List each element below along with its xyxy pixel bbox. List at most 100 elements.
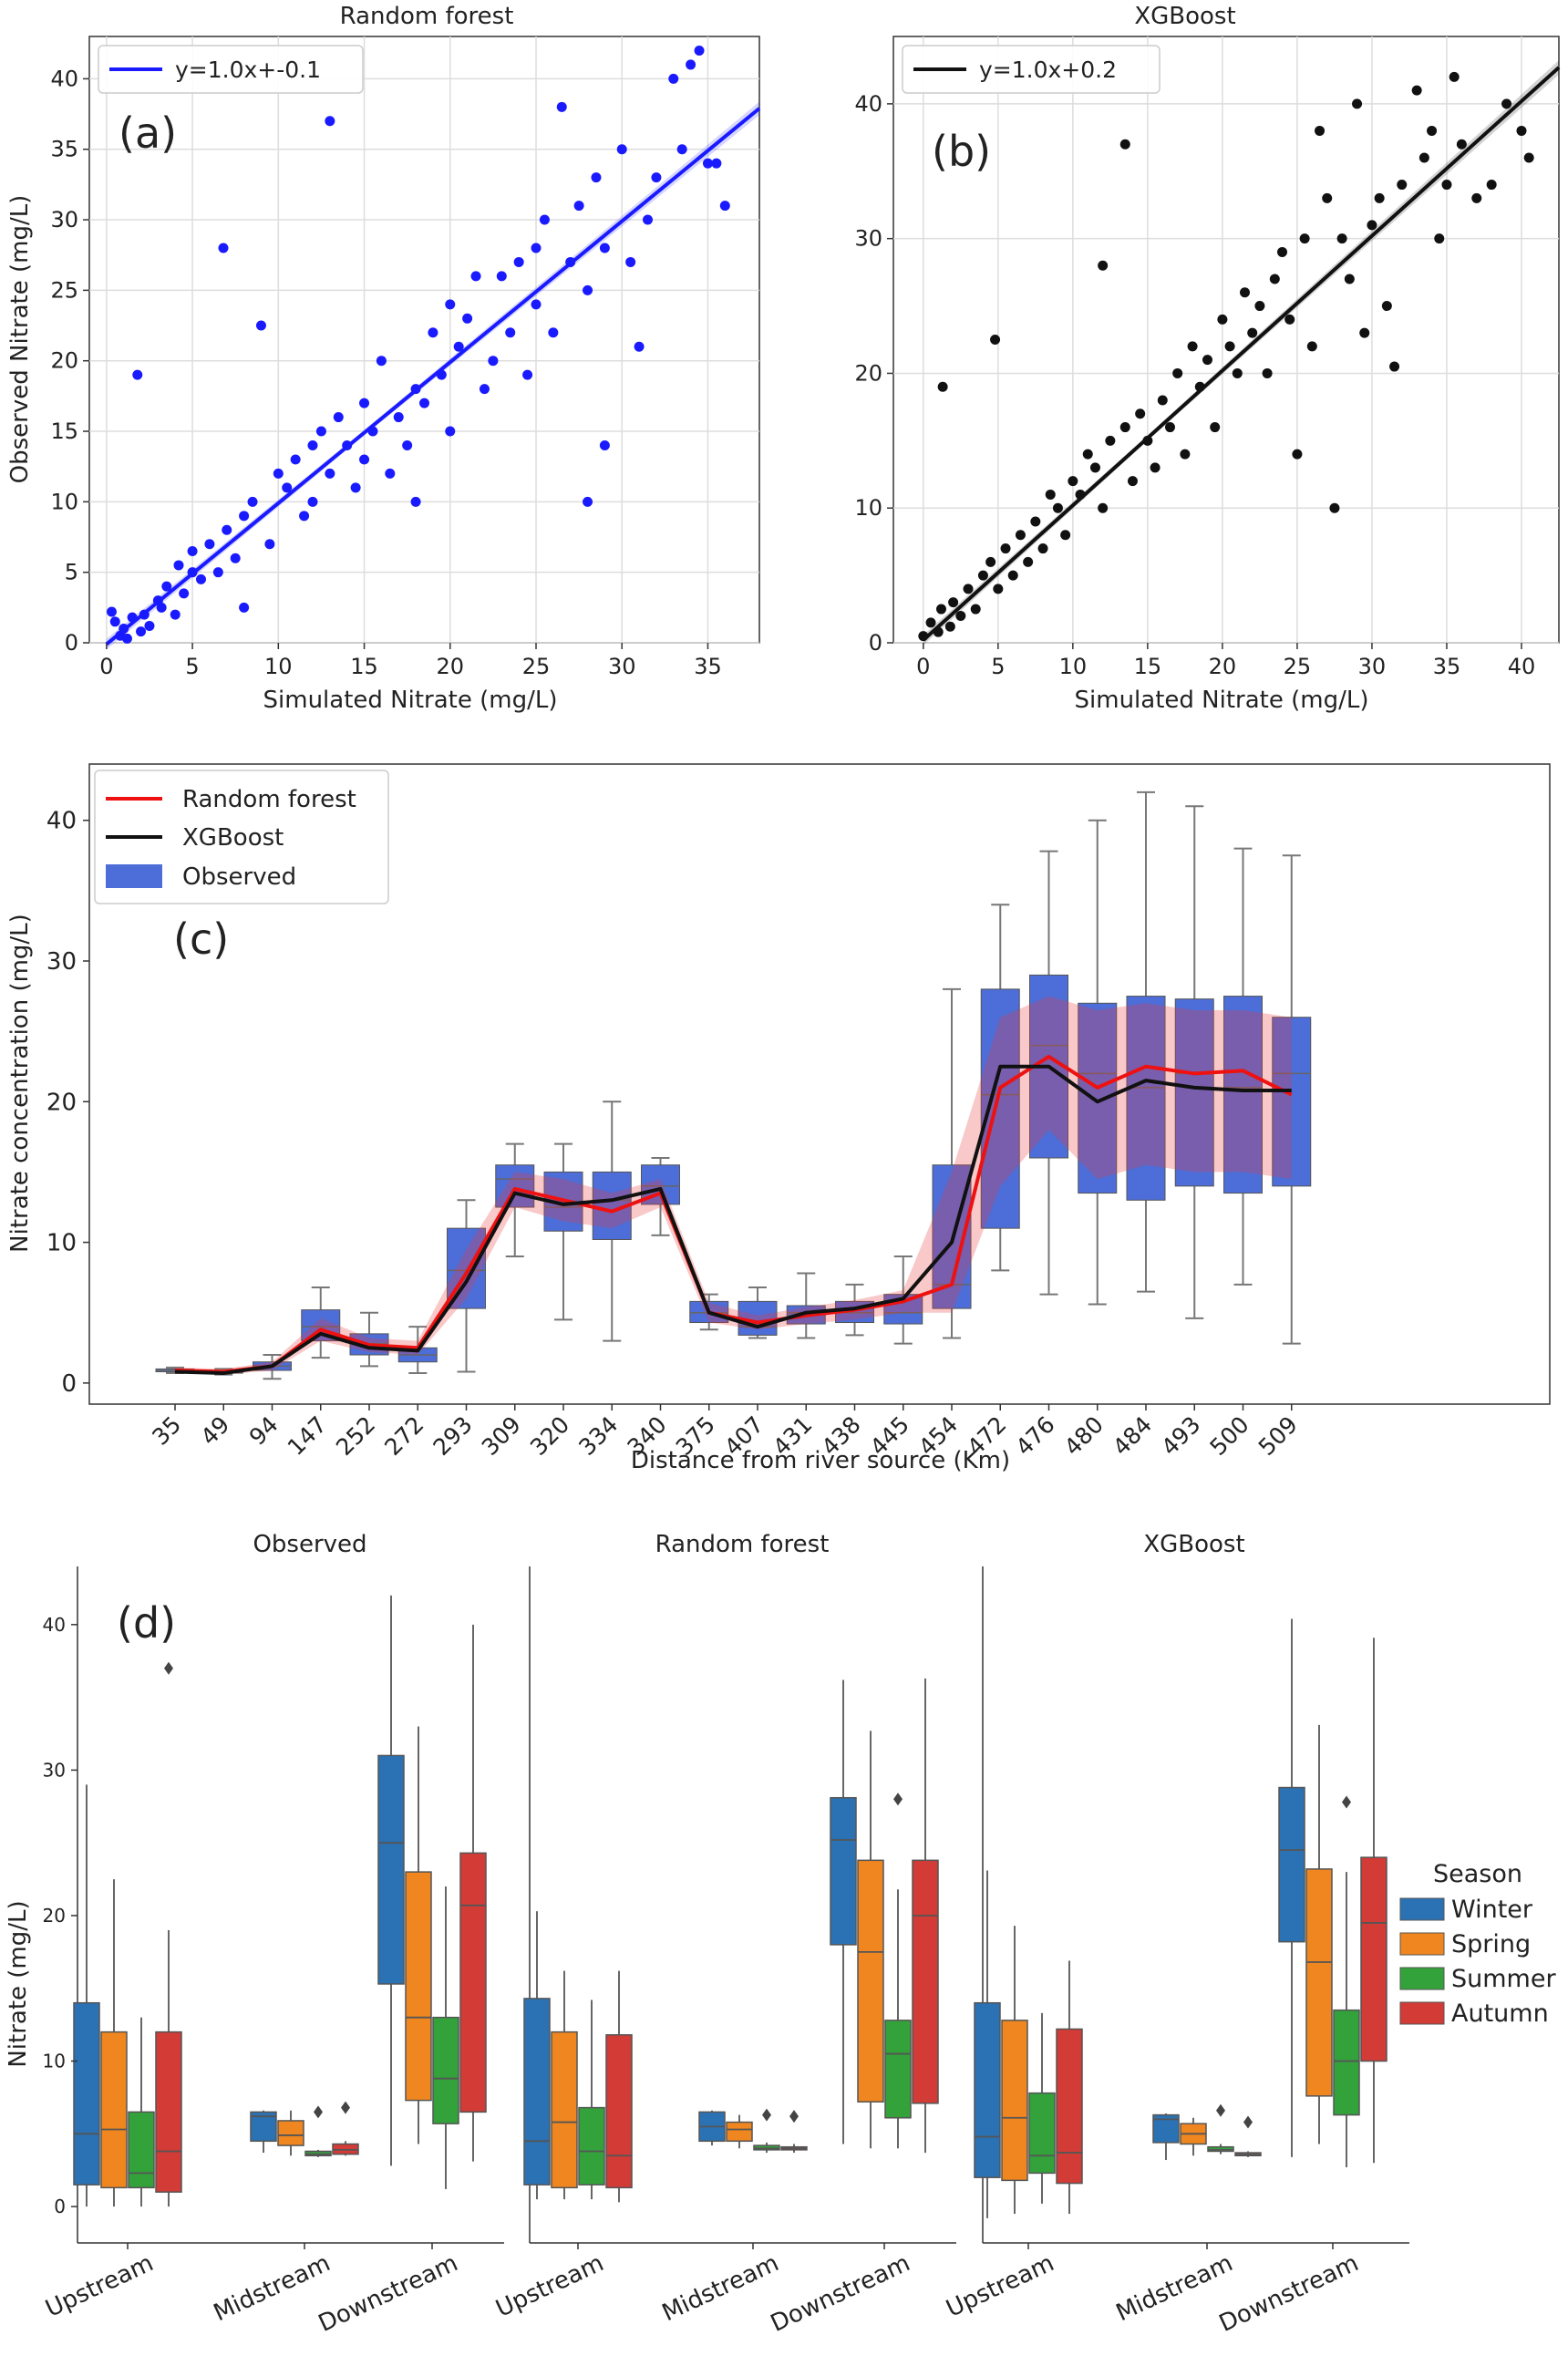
panel-b-legend-entry: y=1.0x+0.2 — [979, 57, 1117, 83]
panel-d-box-spring — [100, 1879, 128, 2207]
panel-d-box-autumn — [1360, 1638, 1387, 2164]
panel-d-box-winter — [523, 1911, 551, 2200]
a-data-point — [583, 284, 593, 295]
a-x-tick-label: 5 — [185, 654, 199, 679]
a-data-point — [410, 496, 421, 507]
panel-d-box-summer — [128, 2017, 155, 2207]
b-data-point — [1411, 85, 1422, 96]
panel-d-legend-entry-autumn: Autumn — [1451, 2000, 1549, 2028]
panel-c-frame — [88, 763, 1551, 1405]
b-data-point — [977, 570, 988, 581]
b-x-tick-label: 10 — [1059, 654, 1088, 679]
a-data-point — [212, 567, 223, 578]
panel-c-label: (c) — [173, 914, 229, 964]
panel-a-y-label: Observed Nitrate (mg/L) — [6, 195, 34, 484]
a-data-point — [616, 144, 627, 155]
panel-c-x-tick-label: 35 — [147, 1411, 186, 1451]
b-data-point — [1269, 274, 1280, 284]
panel-d-x-tick-label: Midstream — [658, 2249, 783, 2327]
a-data-point — [462, 313, 473, 324]
panel-b-points — [918, 71, 1534, 642]
panel-a-x-label: Simulated Nitrate (mg/L) — [263, 687, 558, 714]
a-data-point — [239, 511, 250, 522]
b-data-point — [1374, 192, 1385, 203]
a-data-point — [156, 602, 167, 613]
b-data-point — [1292, 449, 1303, 460]
b-data-point — [1359, 327, 1370, 338]
panel-d-box-summer — [1207, 2103, 1234, 2154]
a-data-point — [470, 271, 481, 282]
panel-c-x-tick-label: 49 — [195, 1411, 234, 1451]
panel-b-scatter-xgboost: XGBoost 0 5 10 15 20 25 30 35 40 0 10 20 30 40 Simul… — [854, 3, 1561, 714]
a-x-tick-label: 0 — [99, 654, 113, 679]
panel-d-outlier — [314, 2105, 323, 2119]
b-data-point — [1127, 476, 1138, 487]
b-data-point — [1180, 449, 1191, 460]
a-data-point — [719, 201, 730, 212]
panel-c-box-509 — [1272, 854, 1312, 1345]
b-data-point — [1000, 543, 1011, 554]
panel-d-outlier — [1216, 2103, 1225, 2117]
panel-d-legend-swatch-autumn — [1399, 2001, 1445, 2025]
panel-c-box-body — [495, 1164, 535, 1208]
b-data-point — [1150, 462, 1161, 473]
b-y-tick-label: 40 — [854, 91, 882, 117]
panel-c-x-tick-label: 500 — [1204, 1411, 1253, 1461]
b-data-point — [1052, 502, 1063, 513]
b-regression-line — [922, 66, 1561, 642]
panel-d-box-body — [100, 2030, 128, 2189]
b-x-tick-label: 25 — [1284, 654, 1312, 679]
b-data-point — [1187, 341, 1198, 352]
panel-d-box-spring — [405, 1726, 432, 2144]
panel-d-box-autumn — [1234, 2115, 1262, 2157]
panel-a-x-ticks: 0 5 10 15 20 25 30 35 — [99, 643, 722, 679]
b-data-point — [1516, 125, 1527, 136]
a-data-point — [230, 553, 241, 563]
panel-d-legend-swatch-summer — [1399, 1967, 1445, 1990]
panel-d-box-winter — [73, 1784, 100, 2207]
a-data-point — [702, 158, 713, 169]
panel-c-x-tick-label: 147 — [283, 1411, 332, 1461]
a-data-point — [222, 524, 232, 535]
panel-d-box-body — [605, 2034, 633, 2189]
b-data-point — [1217, 314, 1228, 325]
panel-d-y-tick-label: 0 — [54, 2196, 66, 2217]
b-data-point — [1427, 125, 1438, 136]
panel-c-legend-box — [94, 770, 389, 904]
panel-d-box-summer — [578, 2000, 605, 2200]
b-data-point — [1098, 260, 1109, 271]
b-data-point — [1262, 367, 1273, 378]
panel-d-box-winter — [974, 1870, 1001, 2218]
panel-d-box-summer — [432, 1886, 459, 2189]
a-x-tick-label: 30 — [608, 654, 636, 679]
panel-c-random-forest-band — [175, 996, 1292, 1375]
a-data-point — [132, 369, 143, 380]
panel-d-box-autumn — [155, 1661, 182, 2207]
b-data-point — [1315, 125, 1326, 136]
panel-a-title: Random forest — [340, 3, 514, 30]
a-data-point — [187, 545, 198, 556]
panel-d-box-body — [1028, 2092, 1056, 2175]
a-data-point — [282, 482, 293, 493]
panel-d-legend-swatch-spring — [1399, 1932, 1445, 1956]
panel-c-x-tick-label: 334 — [573, 1411, 623, 1461]
panel-d-box-body — [1278, 1786, 1305, 1943]
panel-d-box-spring — [857, 1731, 884, 2149]
b-data-point — [1299, 233, 1310, 244]
a-data-point — [385, 468, 396, 479]
b-y-tick-label: 0 — [869, 630, 882, 656]
b-data-point — [1164, 422, 1175, 433]
panel-d-box-body — [726, 2121, 753, 2143]
b-data-point — [963, 584, 974, 594]
panel-a-label: (a) — [119, 108, 177, 158]
panel-c-legend-observed: Observed — [182, 863, 296, 891]
panel-d-box-body — [578, 2106, 605, 2186]
panel-d-box-winter — [1278, 1618, 1305, 2157]
panel-c-x-tick-label: 309 — [477, 1411, 526, 1461]
panel-d-box-body — [1360, 1856, 1387, 2062]
a-data-point — [539, 214, 550, 225]
a-data-point — [548, 327, 559, 338]
b-data-point — [937, 381, 948, 392]
a-data-point — [179, 588, 190, 599]
a-data-point — [573, 201, 584, 212]
